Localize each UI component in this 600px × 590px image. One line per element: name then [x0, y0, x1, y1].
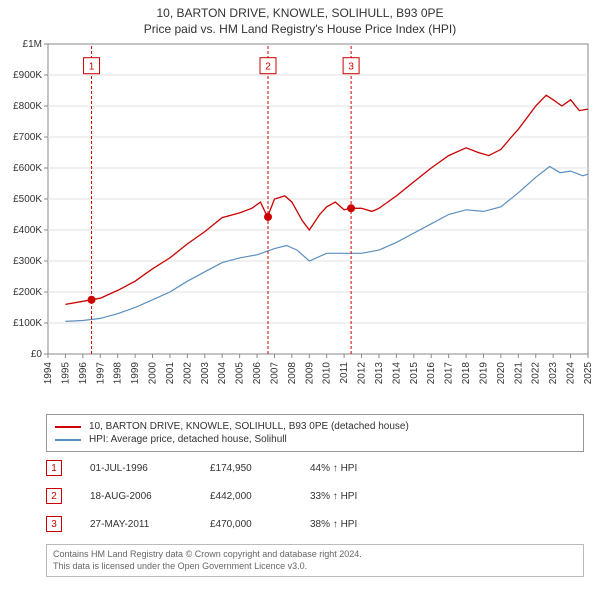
- svg-text:2: 2: [265, 61, 271, 72]
- title-subtitle: Price paid vs. HM Land Registry's House …: [0, 22, 600, 36]
- svg-text:2015: 2015: [409, 362, 420, 385]
- svg-text:2010: 2010: [322, 362, 333, 385]
- svg-text:2019: 2019: [478, 362, 489, 385]
- sale-marker-icon: 1: [46, 460, 62, 476]
- svg-text:1996: 1996: [78, 362, 89, 385]
- svg-text:£600K: £600K: [13, 163, 42, 174]
- svg-text:2013: 2013: [374, 362, 385, 385]
- svg-text:2018: 2018: [461, 362, 472, 385]
- svg-text:2024: 2024: [566, 362, 577, 385]
- sale-row: 3 27-MAY-2011 £470,000 38% ↑ HPI: [46, 516, 584, 532]
- legend-row-blue: HPI: Average price, detached house, Soli…: [55, 434, 575, 445]
- chart-container: 10, BARTON DRIVE, KNOWLE, SOLIHULL, B93 …: [0, 0, 600, 577]
- svg-text:2008: 2008: [287, 362, 298, 385]
- legend-swatch-blue: [55, 439, 81, 441]
- footer-line1: Contains HM Land Registry data © Crown c…: [53, 549, 577, 561]
- svg-text:2011: 2011: [339, 362, 350, 384]
- legend: 10, BARTON DRIVE, KNOWLE, SOLIHULL, B93 …: [46, 414, 584, 452]
- svg-text:2006: 2006: [252, 362, 263, 385]
- svg-text:2025: 2025: [583, 362, 594, 385]
- sale-date: 18-AUG-2006: [90, 491, 210, 502]
- sale-marker-icon: 3: [46, 516, 62, 532]
- chart-plot: £0 £100K £200K £300K £400K £500K £600K £700K £80…: [0, 38, 600, 408]
- svg-text:1998: 1998: [113, 362, 124, 385]
- svg-text:2001: 2001: [165, 362, 176, 385]
- sale-price: £470,000: [210, 519, 310, 530]
- svg-text:£900K: £900K: [13, 70, 42, 81]
- footer-line2: This data is licensed under the Open Gov…: [53, 561, 577, 573]
- sale-price: £442,000: [210, 491, 310, 502]
- svg-text:1997: 1997: [95, 362, 106, 385]
- svg-text:2020: 2020: [496, 362, 507, 385]
- title-address: 10, BARTON DRIVE, KNOWLE, SOLIHULL, B93 …: [0, 6, 600, 20]
- svg-text:2014: 2014: [391, 362, 402, 385]
- svg-text:1: 1: [89, 61, 95, 72]
- sale-row: 1 01-JUL-1996 £174,950 44% ↑ HPI: [46, 460, 584, 476]
- svg-text:2012: 2012: [357, 362, 368, 385]
- svg-text:1995: 1995: [60, 362, 71, 385]
- svg-text:1999: 1999: [130, 362, 141, 385]
- svg-text:1994: 1994: [43, 362, 54, 385]
- svg-text:£700K: £700K: [13, 132, 42, 143]
- sale-pct: 44% ↑ HPI: [310, 463, 400, 474]
- svg-text:£1M: £1M: [23, 39, 42, 50]
- svg-text:3: 3: [348, 61, 354, 72]
- chart-titles: 10, BARTON DRIVE, KNOWLE, SOLIHULL, B93 …: [0, 0, 600, 38]
- svg-text:2000: 2000: [148, 362, 159, 385]
- legend-swatch-red: [55, 426, 81, 428]
- svg-text:2022: 2022: [531, 362, 542, 385]
- svg-text:2004: 2004: [217, 362, 228, 385]
- chart-svg: £0 £100K £200K £300K £400K £500K £600K £700K £80…: [0, 38, 600, 408]
- svg-text:2005: 2005: [235, 362, 246, 385]
- svg-text:£500K: £500K: [13, 194, 42, 205]
- svg-text:2003: 2003: [200, 362, 211, 385]
- svg-text:£200K: £200K: [13, 287, 42, 298]
- svg-text:2009: 2009: [304, 362, 315, 385]
- sale-marker-icon: 2: [46, 488, 62, 504]
- sale-date: 27-MAY-2011: [90, 519, 210, 530]
- svg-text:2016: 2016: [426, 362, 437, 385]
- svg-text:£300K: £300K: [13, 256, 42, 267]
- legend-label-red: 10, BARTON DRIVE, KNOWLE, SOLIHULL, B93 …: [89, 421, 409, 432]
- svg-text:£800K: £800K: [13, 101, 42, 112]
- svg-text:2021: 2021: [513, 362, 524, 385]
- svg-text:£100K: £100K: [13, 318, 42, 329]
- sale-pct: 38% ↑ HPI: [310, 519, 400, 530]
- svg-text:2007: 2007: [269, 362, 280, 385]
- svg-text:2002: 2002: [182, 362, 193, 385]
- svg-text:2023: 2023: [548, 362, 559, 385]
- svg-text:£400K: £400K: [13, 225, 42, 236]
- svg-text:£0: £0: [31, 349, 43, 360]
- sale-pct: 33% ↑ HPI: [310, 491, 400, 502]
- legend-row-red: 10, BARTON DRIVE, KNOWLE, SOLIHULL, B93 …: [55, 421, 575, 432]
- footer-licence: Contains HM Land Registry data © Crown c…: [46, 544, 584, 577]
- sale-date: 01-JUL-1996: [90, 463, 210, 474]
- sale-row: 2 18-AUG-2006 £442,000 33% ↑ HPI: [46, 488, 584, 504]
- legend-label-blue: HPI: Average price, detached house, Soli…: [89, 434, 287, 445]
- sales-list: 1 01-JUL-1996 £174,950 44% ↑ HPI 2 18-AU…: [46, 460, 584, 532]
- svg-text:2017: 2017: [444, 362, 455, 385]
- sale-price: £174,950: [210, 463, 310, 474]
